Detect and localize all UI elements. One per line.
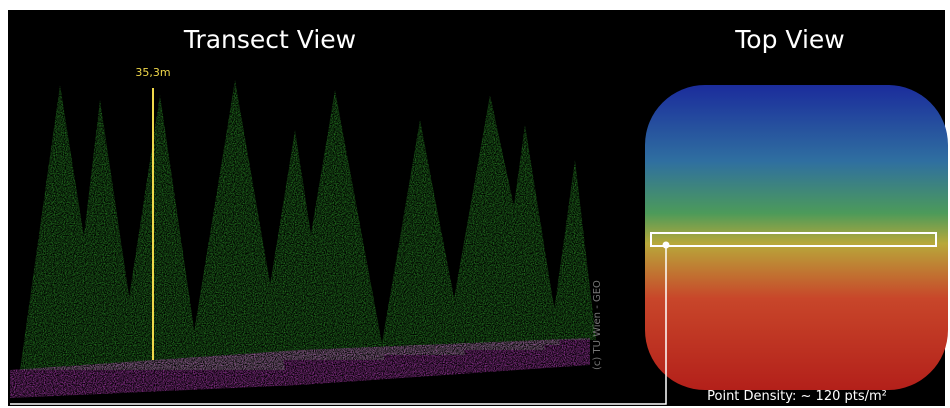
- transect-title: Transect View: [183, 25, 356, 54]
- copyright: (c) TU Wien - GEO: [592, 280, 603, 370]
- connector-dot: [662, 241, 670, 249]
- top-view-image: [645, 85, 948, 390]
- ground: [10, 338, 590, 398]
- height-label: 35,3m: [135, 66, 170, 79]
- connector: [10, 245, 667, 405]
- trees: [20, 80, 596, 370]
- density-label: Point Density: ~ 120 pts/m²: [707, 389, 887, 404]
- transect-box: [650, 232, 937, 247]
- top-title: Top View: [734, 25, 844, 54]
